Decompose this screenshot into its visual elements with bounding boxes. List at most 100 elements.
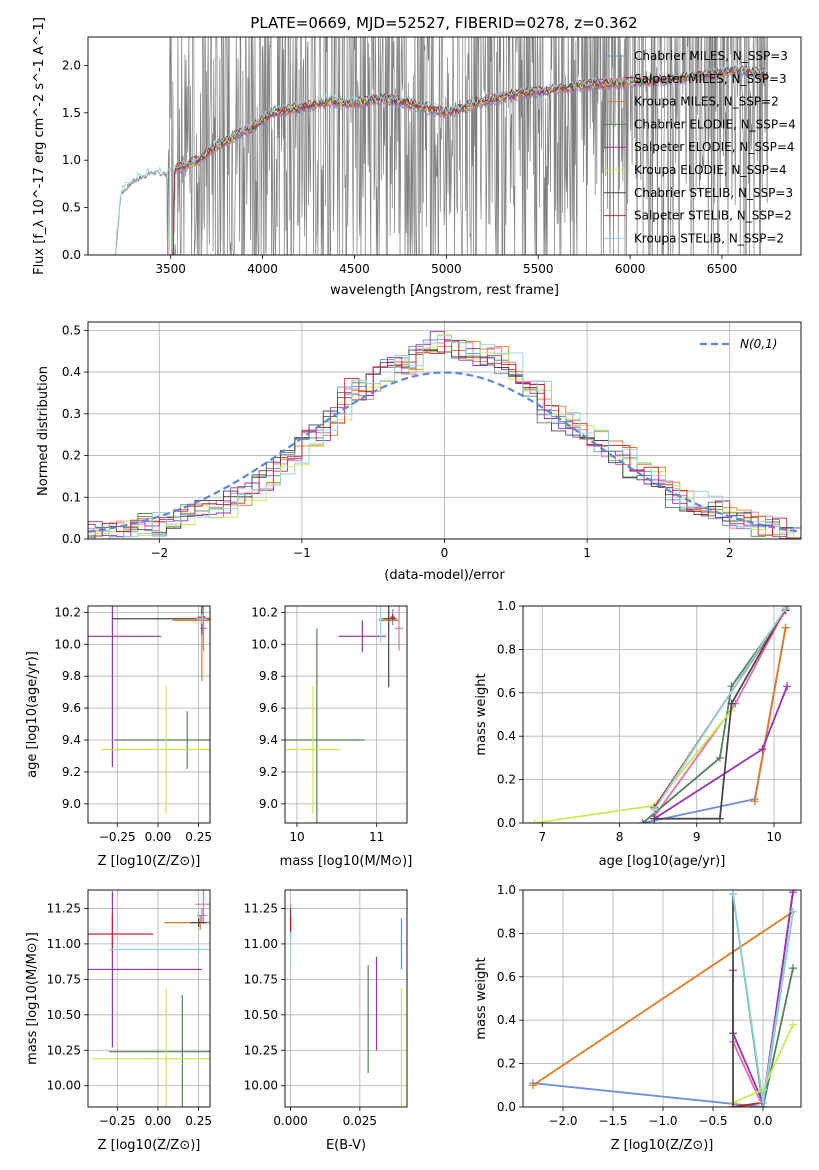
y-tick-label: 0.2 — [62, 449, 81, 463]
legend-label: N(0,1) — [740, 337, 777, 351]
y-tick-label: 9.2 — [259, 765, 278, 779]
y-tick-label: 0.0 — [497, 1100, 516, 1114]
y-tick-label: 9.2 — [62, 765, 81, 779]
x-tick-label: −1.5 — [598, 1114, 627, 1128]
x-tick-label: 0.000 — [273, 1114, 307, 1128]
plot-area — [88, 331, 801, 539]
y-tick-label: 0.0 — [62, 248, 81, 262]
point-marker — [789, 907, 797, 916]
y-tick-label: 10.2 — [54, 605, 81, 619]
y-tick-label: 11.25 — [244, 901, 278, 915]
y-tick-label: 9.4 — [259, 733, 278, 747]
point-marker — [530, 819, 539, 823]
y-axis-label: Flux [f_λ 10^-17 erg cm^-2 s^-1 A^-1] — [32, 17, 47, 275]
y-axis-label: age [log10(age/yr)] — [25, 651, 40, 778]
legend-label: Salpeter ELODIE, N_SSP=4 — [634, 140, 795, 154]
point-marker — [729, 890, 737, 899]
x-tick-label: −0.5 — [698, 1114, 727, 1128]
model-line-3 — [168, 66, 768, 255]
x-tick-label: 10 — [766, 830, 781, 844]
plot-area — [88, 606, 210, 814]
point-marker — [789, 1020, 797, 1029]
mass-weight-line-8 — [653, 607, 787, 811]
x-axis-label: Z [log10(Z/Z⊙)] — [611, 1138, 714, 1153]
model-line-0 — [168, 69, 768, 255]
x-tick-label: 3500 — [155, 262, 186, 276]
y-tick-label: 10.75 — [47, 972, 81, 986]
y-tick-label: 9.6 — [62, 701, 81, 715]
point-marker — [789, 890, 797, 897]
x-tick-label: 0.25 — [185, 830, 212, 844]
x-axis-label: mass [log10(M/M⊙)] — [280, 854, 413, 869]
histogram-step-8 — [88, 335, 801, 539]
point-marker — [789, 964, 797, 973]
x-tick-label: 7 — [538, 830, 546, 844]
y-axis-label: Normed distribution — [36, 366, 51, 496]
x-axis-label: Z [log10(Z/Z⊙)] — [98, 854, 201, 869]
y-tick-label: 10.0 — [251, 637, 278, 651]
x-tick-label: −1 — [293, 546, 311, 560]
panel-age-vs-Z: −0.25 0.00 0.25 9.0 9.2 9.4 9.6 9.8 10.0 10.2 Z [l… — [25, 605, 212, 869]
legend-label: Kroupa STELIB, N_SSP=2 — [634, 231, 784, 245]
point-marker — [529, 1081, 537, 1090]
y-tick-label: 0.4 — [497, 729, 516, 743]
histogram-step-4 — [88, 331, 801, 539]
y-tick-label: 10.00 — [244, 1079, 278, 1093]
y-tick-label: 10.50 — [244, 1008, 278, 1022]
y-tick-label: 2.0 — [62, 58, 81, 72]
y-tick-label: 10.2 — [251, 605, 278, 619]
y-tick-label: 0.5 — [62, 323, 81, 337]
plot-area — [530, 606, 792, 823]
x-axis-label: wavelength [Angstrom, rest frame] — [330, 283, 559, 298]
data-spectrum-line — [115, 37, 768, 255]
plot-area — [285, 606, 404, 823]
panel-massweight-vs-Z: −2.0 −1.5 −1.0 −0.5 0.0 0.0 0.2 0.4 0.6 0.8 1.0 Z [… — [474, 883, 802, 1153]
histogram-step-6 — [88, 348, 794, 539]
point-marker — [729, 1103, 737, 1107]
point-marker — [781, 623, 790, 632]
y-tick-label: 11.00 — [244, 937, 278, 951]
y-tick-label: 10.00 — [47, 1079, 81, 1093]
axes-frame — [284, 889, 408, 1108]
point-marker — [783, 682, 792, 691]
y-tick-label: 0.2 — [497, 1057, 516, 1071]
y-tick-label: 10.25 — [47, 1043, 81, 1057]
point-marker — [715, 753, 724, 762]
y-tick-label: 0.6 — [497, 686, 516, 700]
legend-label: Kroupa MILES, N_SSP=2 — [634, 95, 779, 109]
x-tick-label: 0.0 — [753, 1114, 772, 1128]
figure-title: PLATE=0669, MJD=52527, FIBERID=0278, z=0… — [250, 14, 637, 32]
y-tick-label: 10.0 — [54, 637, 81, 651]
mass-weight-line-5 — [534, 709, 733, 823]
y-tick-label: 10.50 — [47, 1008, 81, 1022]
x-tick-label: −2 — [150, 546, 168, 560]
axes-frame — [87, 605, 211, 824]
y-tick-label: 0.0 — [62, 532, 81, 546]
point-marker — [650, 805, 659, 814]
x-axis-label: Z [log10(Z/Z⊙)] — [98, 1138, 201, 1153]
x-axis-label: E(B-V) — [326, 1138, 366, 1153]
point-marker — [759, 1098, 767, 1107]
y-tick-label: 11.25 — [47, 901, 81, 915]
point-marker — [715, 814, 724, 823]
point-marker — [781, 606, 790, 613]
x-axis-label: (data-model)/error — [384, 568, 505, 583]
x-tick-label: 5000 — [431, 262, 462, 276]
x-tick-label: 0.025 — [343, 1114, 377, 1128]
y-tick-label: 0.8 — [497, 642, 516, 656]
x-tick-label: −0.25 — [99, 1114, 136, 1128]
x-tick-label: −1.0 — [648, 1114, 677, 1128]
y-tick-label: 1.0 — [497, 883, 516, 897]
y-tick-label: 9.0 — [62, 797, 81, 811]
x-tick-label: 2 — [726, 546, 734, 560]
x-tick-label: 8 — [616, 830, 624, 844]
y-tick-label: 10.75 — [244, 972, 278, 986]
mass-weight-line-2 — [532, 910, 794, 1087]
y-axis-label: mass weight — [474, 957, 489, 1039]
y-tick-label: 0.1 — [62, 490, 81, 504]
axes-frame — [87, 36, 802, 256]
panel-residuals: −2 −1 0 1 2 0.0 0.1 0.2 0.3 0.4 0.5 N(0,1) (data-mod… — [36, 321, 802, 583]
y-axis-label: mass [log10(M/M⊙)] — [25, 932, 40, 1065]
plot-area — [115, 37, 768, 255]
